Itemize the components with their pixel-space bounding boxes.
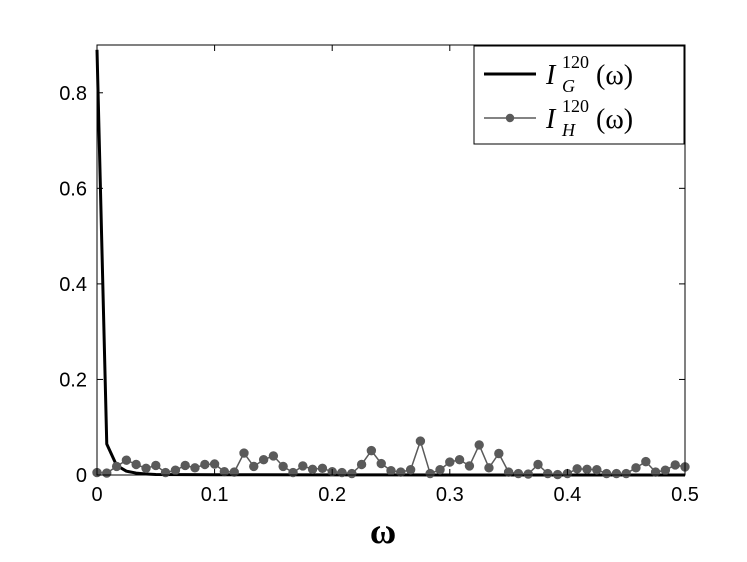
legend-marker — [505, 113, 515, 123]
data-point — [533, 459, 543, 470]
y-tick-label: 0.2 — [59, 369, 87, 391]
x-tick-label: 0.4 — [553, 484, 581, 506]
data-point — [543, 468, 553, 479]
data-point — [200, 459, 210, 470]
axes-layer: 0 0.1 0.2 0.3 0.4 0.5 0 0.2 0.4 0.6 0.8 — [59, 44, 699, 506]
plot-frame — [96, 44, 686, 476]
data-point — [582, 464, 592, 474]
legend-label-arg: (ω) — [596, 60, 633, 91]
data-point — [631, 463, 641, 473]
data-point — [415, 436, 426, 446]
data-point — [641, 456, 651, 467]
data-point — [592, 465, 602, 475]
data-point — [219, 466, 230, 477]
x-tick-label: 0 — [91, 484, 102, 506]
data-point — [601, 468, 612, 479]
x-tick-label: 0.2 — [318, 484, 346, 506]
legend-label-sub: H — [561, 120, 576, 140]
data-point — [249, 461, 259, 472]
legend-label-arg: (ω) — [596, 104, 633, 135]
data-point — [121, 455, 132, 465]
data-point — [425, 468, 435, 479]
data-point — [484, 463, 494, 473]
legend-label-sup: 120 — [562, 96, 589, 116]
data-point — [572, 464, 582, 474]
data-point — [278, 461, 288, 472]
data-point — [337, 467, 347, 478]
data-point — [190, 463, 200, 473]
data-point — [307, 464, 318, 474]
data-point — [131, 459, 141, 470]
legend-label-sup: 120 — [562, 52, 589, 72]
data-point — [523, 469, 533, 479]
data-point — [464, 461, 475, 471]
y-tick-label: 0.6 — [59, 178, 87, 200]
data-point — [454, 455, 465, 465]
data-point — [503, 467, 514, 477]
data-point — [170, 465, 181, 475]
legend-label-sub: G — [562, 76, 575, 96]
data-point — [151, 460, 161, 471]
data-point — [111, 461, 122, 472]
data-point — [650, 467, 661, 477]
data-point — [347, 468, 357, 479]
data-point — [494, 448, 504, 459]
data-point — [366, 445, 377, 456]
x-tick-label: 0.1 — [201, 484, 229, 506]
data-point — [160, 467, 171, 478]
data-point — [288, 467, 298, 478]
data-point — [239, 448, 249, 458]
data-point — [611, 468, 622, 479]
data-point — [141, 463, 151, 474]
y-tick-label: 0 — [76, 465, 87, 487]
data-point — [298, 461, 308, 471]
legend-label-base: I — [545, 104, 557, 135]
data-point — [229, 467, 239, 477]
y-tick-label: 0.4 — [59, 274, 87, 296]
data-point — [621, 468, 631, 479]
data-point — [513, 468, 524, 479]
legend-label-base: I — [545, 60, 557, 91]
data-point — [445, 457, 455, 467]
data-point — [435, 465, 445, 475]
data-point — [268, 451, 279, 461]
data-point — [660, 465, 671, 475]
x-tick-label: 0.3 — [436, 484, 464, 506]
data-point — [376, 458, 386, 469]
data-point — [102, 468, 112, 478]
x-axis-label: ω — [370, 511, 396, 551]
data-point — [317, 463, 328, 474]
x-tick-label: 0.5 — [671, 484, 699, 506]
y-tick-label: 0.8 — [59, 83, 87, 105]
data-point — [670, 460, 680, 470]
data-point — [180, 460, 190, 471]
data-point — [396, 467, 406, 477]
data-point — [258, 455, 269, 465]
data-point — [405, 465, 416, 475]
data-point — [386, 466, 396, 476]
data-point — [209, 459, 220, 469]
data-point — [474, 440, 484, 450]
data-point — [356, 459, 367, 470]
legend-box — [473, 45, 685, 145]
